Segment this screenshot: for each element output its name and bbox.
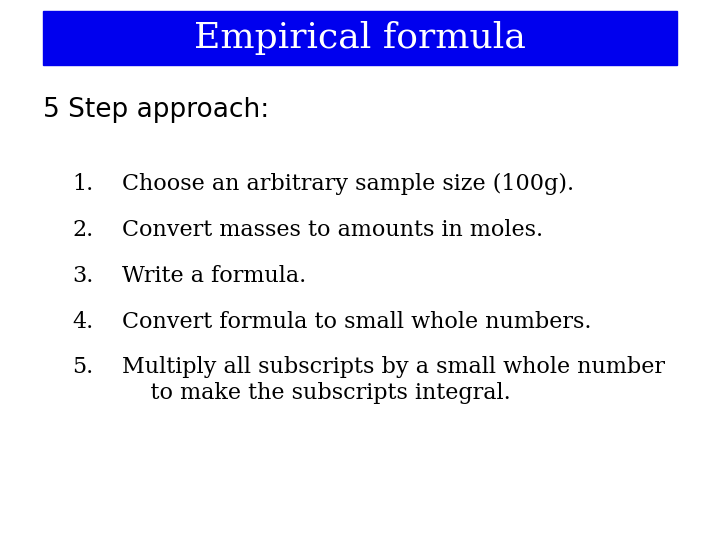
Text: 3.: 3. xyxy=(72,265,94,287)
Text: 5 Step approach:: 5 Step approach: xyxy=(43,97,269,123)
Text: Write a formula.: Write a formula. xyxy=(122,265,307,287)
Text: 1.: 1. xyxy=(72,173,94,195)
Text: Choose an arbitrary sample size (100g).: Choose an arbitrary sample size (100g). xyxy=(122,173,575,195)
Text: Convert formula to small whole numbers.: Convert formula to small whole numbers. xyxy=(122,310,592,333)
Text: 2.: 2. xyxy=(72,219,94,241)
Text: 5.: 5. xyxy=(72,356,94,379)
Text: Multiply all subscripts by a small whole number
    to make the subscripts integ: Multiply all subscripts by a small whole… xyxy=(122,356,665,404)
Text: 4.: 4. xyxy=(72,310,94,333)
Text: Empirical formula: Empirical formula xyxy=(194,21,526,55)
Text: Convert masses to amounts in moles.: Convert masses to amounts in moles. xyxy=(122,219,544,241)
